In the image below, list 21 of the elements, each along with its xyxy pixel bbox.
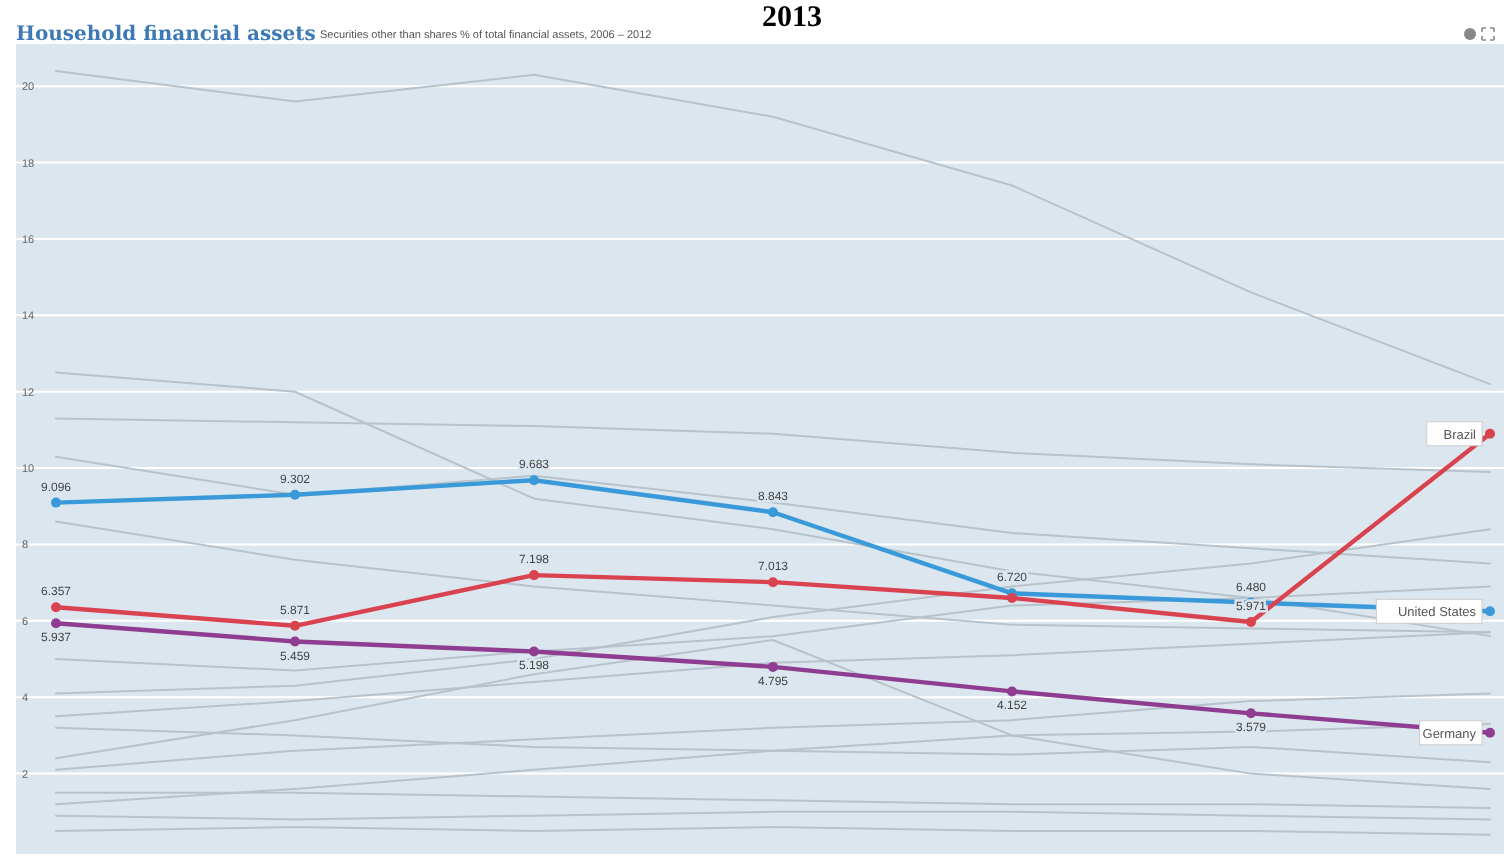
point bbox=[51, 602, 61, 613]
point bbox=[51, 618, 61, 629]
point bbox=[290, 636, 300, 647]
point bbox=[1007, 686, 1017, 697]
point bbox=[1485, 428, 1495, 439]
point bbox=[1246, 616, 1256, 627]
point bbox=[290, 489, 300, 500]
point bbox=[1485, 606, 1495, 617]
point bbox=[51, 497, 61, 508]
point bbox=[290, 620, 300, 631]
point bbox=[529, 475, 539, 486]
line-series bbox=[55, 69, 1491, 386]
point bbox=[768, 577, 778, 588]
text: 2013 bbox=[762, 2, 822, 34]
point bbox=[1246, 708, 1256, 719]
point bbox=[768, 507, 778, 518]
point bbox=[768, 661, 778, 672]
point bbox=[1485, 727, 1495, 738]
point bbox=[529, 646, 539, 657]
chart-title: Household financial assets bbox=[16, 24, 317, 46]
point bbox=[529, 570, 539, 581]
